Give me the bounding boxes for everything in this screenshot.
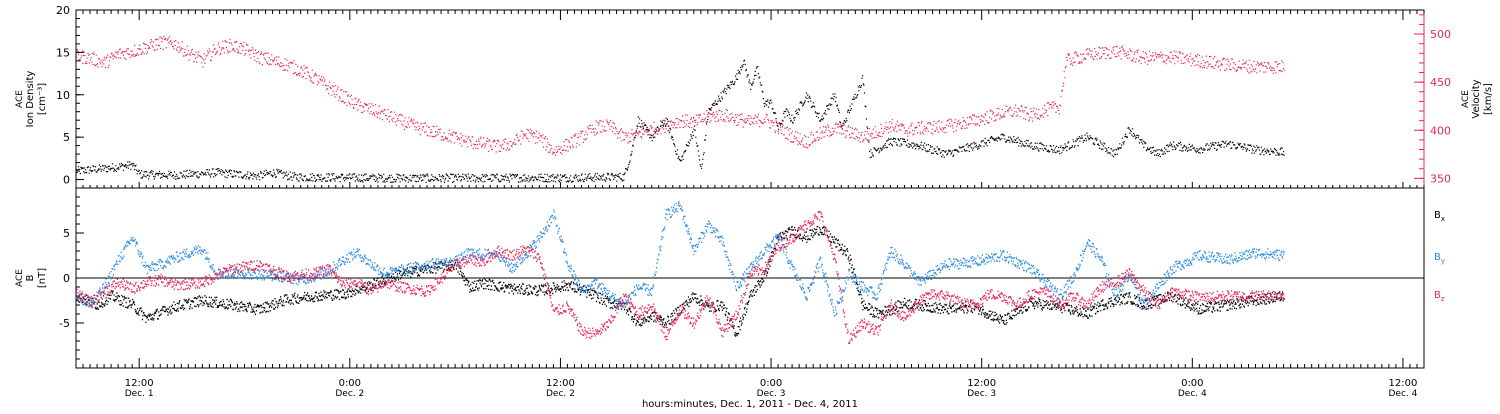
x-tick-date-label: Dec. 4 [1389,389,1418,399]
panel-density-frame [75,9,1425,189]
b-series-bx [76,225,1285,337]
legend-by: By [1434,252,1445,265]
b-series-by [76,201,1285,317]
velocity-series [76,35,1285,156]
b-series-bz [76,210,1285,344]
velocity-axis-title-line1: ACE [1461,90,1471,108]
b-tick-label: 0 [63,272,70,285]
density-tick-label: 15 [56,46,70,59]
density-tick-label: 0 [63,174,70,187]
density-tick-label: 5 [63,131,70,144]
x-tick-time-label: 12:00 [1389,378,1418,389]
velocity-axis-unit: [km/s] [1483,83,1494,115]
velocity-tick-label: 350 [1430,172,1451,185]
b-tick-label: 5 [63,227,70,240]
x-tick-date-label: Dec. 3 [967,389,996,399]
density-tick-label: 20 [56,4,70,17]
density-axis-title-line2: Ion Density [25,71,36,128]
x-tick-time-label: 0:00 [339,378,361,389]
b-axis-title-line2: B [25,274,36,281]
x-tick-time-label: 12:00 [967,378,996,389]
x-tick-date-label: Dec. 1 [125,389,154,399]
legend-bx: Bx [1434,210,1445,223]
x-tick-time-label: 12:00 [546,378,575,389]
x-tick-date-label: Dec. 3 [757,389,786,399]
x-tick-date-label: Dec. 2 [546,389,575,399]
density-axis-title-line1: ACE [15,90,25,108]
density-series [76,59,1285,183]
x-tick-time-label: 0:00 [760,378,782,389]
velocity-tick-label: 500 [1430,28,1451,41]
velocity-axis-title-line2: Velocity [1471,79,1482,118]
velocity-tick-label: 400 [1430,124,1451,137]
b-axis-title-line1: ACE [15,269,25,287]
x-tick-date-label: Dec. 4 [1178,389,1207,399]
x-tick-date-label: Dec. 2 [335,389,364,399]
x-tick-time-label: 12:00 [125,378,154,389]
velocity-tick-label: 450 [1430,76,1451,89]
legend-bz: Bz [1434,290,1445,303]
b-axis-unit: [nT] [37,268,48,288]
x-tick-time-label: 0:00 [1181,378,1203,389]
x-axis-title: hours:minutes, Dec. 1, 2011 - Dec. 4, 20… [642,399,858,410]
b-tick-label: -5 [59,317,70,330]
density-axis-unit: [cm⁻³] [37,83,48,115]
density-tick-label: 10 [56,89,70,102]
